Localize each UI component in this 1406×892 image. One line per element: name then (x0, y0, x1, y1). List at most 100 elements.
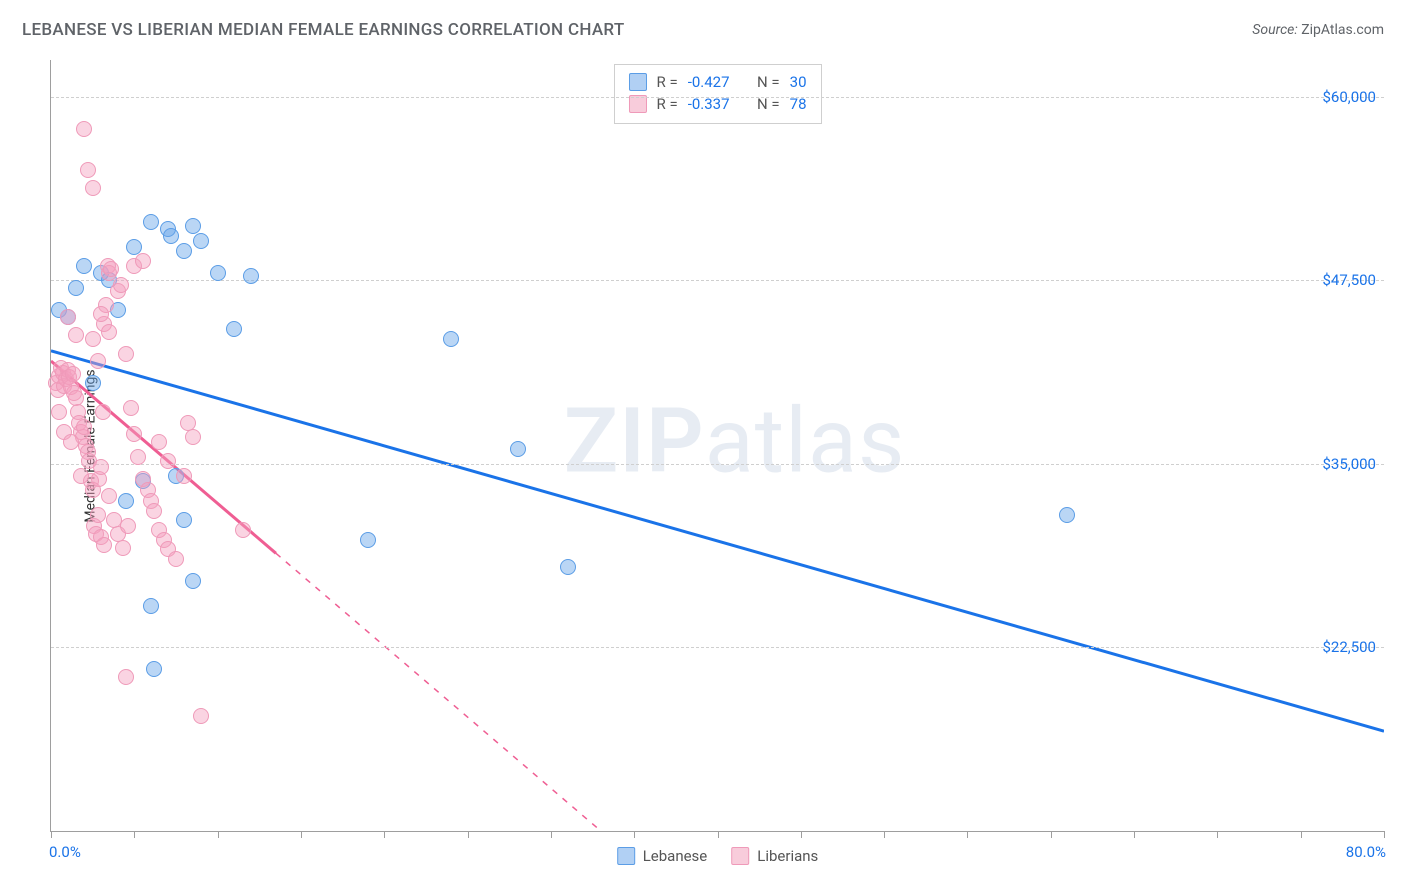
x-tick (967, 831, 968, 838)
scatter-point (60, 309, 76, 325)
scatter-point (85, 331, 101, 347)
r-label: R = (656, 73, 677, 91)
x-tick (1217, 831, 1218, 838)
scatter-point (151, 434, 167, 450)
chart-header: LEBANESE VS LIBERIAN MEDIAN FEMALE EARNI… (22, 20, 1384, 40)
scatter-chart: Median Female Earnings ZIPatlas R = -0.4… (50, 60, 1384, 832)
y-tick-label: $22,500 (1322, 638, 1376, 656)
scatter-point (176, 468, 192, 484)
scatter-point (68, 390, 84, 406)
scatter-point (103, 261, 119, 277)
scatter-point (243, 268, 259, 284)
x-tick (1301, 831, 1302, 838)
scatter-point (235, 522, 251, 538)
scatter-point (118, 346, 134, 362)
legend-item-liberians: Liberians (731, 847, 818, 865)
scatter-point (510, 441, 526, 457)
scatter-point (193, 233, 209, 249)
x-tick (1134, 831, 1135, 838)
x-axis-max-label: 80.0% (1346, 843, 1386, 861)
scatter-point (176, 243, 192, 259)
scatter-point (90, 507, 106, 523)
trend-lines (51, 60, 1384, 831)
scatter-point (115, 540, 131, 556)
y-gridline (51, 97, 1384, 98)
scatter-point (360, 532, 376, 548)
scatter-point (143, 598, 159, 614)
scatter-point (95, 404, 111, 420)
scatter-point (93, 459, 109, 475)
scatter-point (143, 214, 159, 230)
scatter-point (76, 258, 92, 274)
scatter-point (63, 434, 79, 450)
source-label: Source: (1252, 22, 1297, 38)
scatter-point (146, 661, 162, 677)
scatter-point (168, 551, 184, 567)
correlation-row-lebanese: R = -0.427 N = 30 (628, 71, 806, 93)
y-tick-label: $47,500 (1322, 271, 1376, 289)
scatter-point (76, 419, 92, 435)
scatter-point (160, 453, 176, 469)
swatch-blue-icon (628, 73, 646, 91)
scatter-point (96, 537, 112, 553)
scatter-point (126, 239, 142, 255)
x-axis-min-label: 0.0% (49, 843, 81, 861)
r-value-lebanese: -0.427 (688, 73, 730, 91)
scatter-point (80, 162, 96, 178)
x-tick (801, 831, 802, 838)
correlation-legend-box: R = -0.427 N = 30 R = -0.337 N = 78 (613, 64, 821, 124)
scatter-point (185, 573, 201, 589)
x-tick (468, 831, 469, 838)
y-tick-label: $35,000 (1322, 455, 1376, 473)
y-gridline (51, 647, 1384, 648)
scatter-point (126, 426, 142, 442)
series-legend: Lebanese Liberians (617, 847, 819, 865)
swatch-blue-icon (617, 847, 635, 865)
scatter-point (65, 366, 81, 382)
scatter-point (185, 218, 201, 234)
source-attribution: Source: ZipAtlas.com (1252, 22, 1384, 38)
watermark: ZIPatlas (564, 388, 906, 493)
x-tick (1051, 831, 1052, 838)
x-tick (551, 831, 552, 838)
scatter-point (146, 503, 162, 519)
swatch-pink-icon (731, 847, 749, 865)
x-tick (718, 831, 719, 838)
x-tick (384, 831, 385, 838)
scatter-point (93, 306, 109, 322)
x-tick (634, 831, 635, 838)
x-tick (134, 831, 135, 838)
scatter-point (76, 121, 92, 137)
scatter-point (163, 228, 179, 244)
scatter-point (1059, 507, 1075, 523)
x-tick (218, 831, 219, 838)
scatter-point (68, 327, 84, 343)
x-tick (884, 831, 885, 838)
scatter-point (443, 331, 459, 347)
y-tick-label: $60,000 (1322, 88, 1376, 106)
scatter-point (560, 559, 576, 575)
scatter-point (90, 353, 106, 369)
scatter-point (73, 468, 89, 484)
chart-title: LEBANESE VS LIBERIAN MEDIAN FEMALE EARNI… (22, 20, 625, 40)
legend-item-lebanese: Lebanese (617, 847, 708, 865)
x-tick (1384, 831, 1385, 838)
scatter-point (123, 400, 139, 416)
scatter-point (210, 265, 226, 281)
scatter-point (130, 449, 146, 465)
scatter-point (118, 669, 134, 685)
scatter-point (51, 404, 67, 420)
scatter-point (68, 280, 84, 296)
x-tick (301, 831, 302, 838)
source-name: ZipAtlas.com (1301, 22, 1384, 38)
n-label: N = (757, 73, 780, 91)
scatter-point (193, 708, 209, 724)
scatter-point (118, 493, 134, 509)
scatter-point (120, 518, 136, 534)
scatter-point (113, 277, 129, 293)
scatter-point (85, 180, 101, 196)
legend-label-liberians: Liberians (757, 847, 818, 865)
legend-label-lebanese: Lebanese (643, 847, 708, 865)
scatter-point (176, 512, 192, 528)
scatter-point (185, 429, 201, 445)
